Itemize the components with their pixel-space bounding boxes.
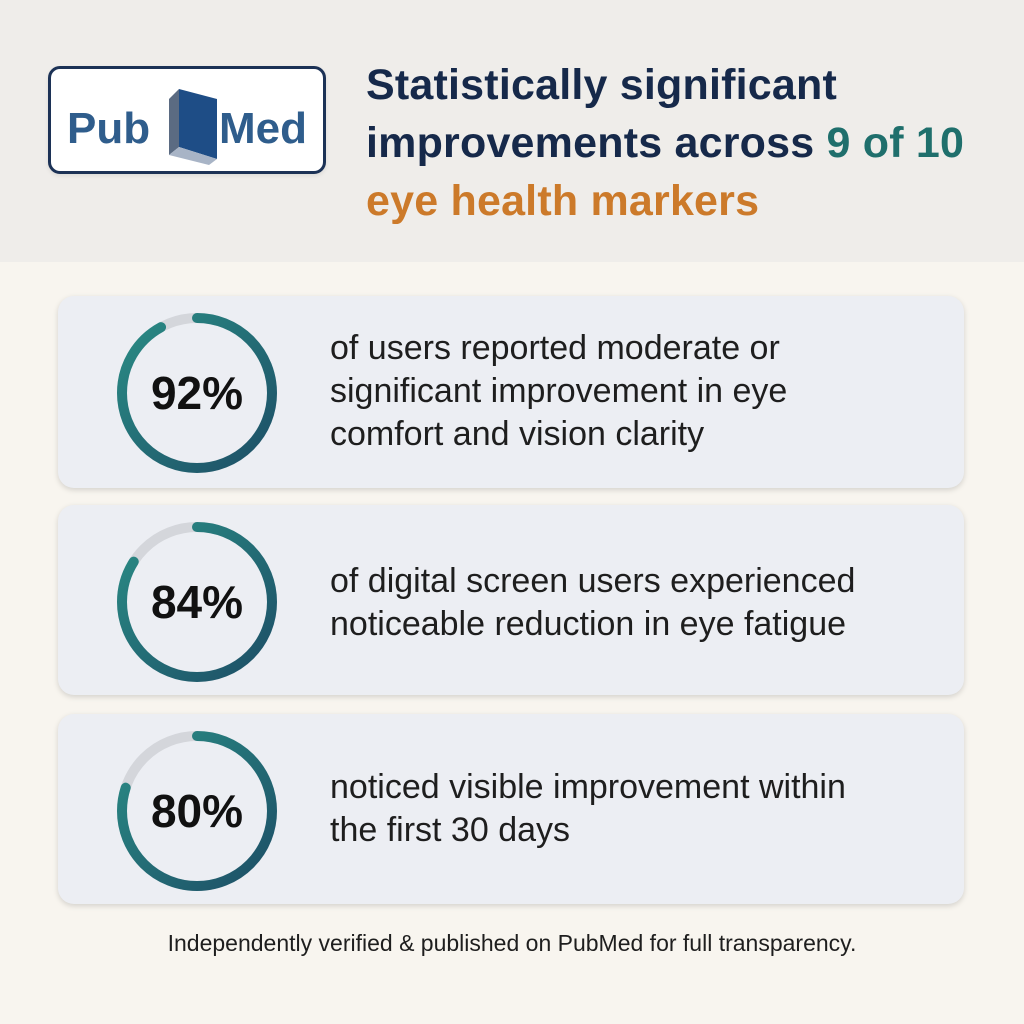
stat-description-line: of users reported moderate or (330, 329, 780, 367)
stat-percent: 84% (150, 576, 244, 628)
stat-description-line: noticed visible improvement within (330, 768, 846, 806)
progress-ring: 84% (112, 517, 282, 687)
header-band: Pub Med Statistically significant improv… (0, 0, 1024, 262)
footer-note: Independently verified & published on Pu… (167, 930, 857, 956)
stat-description-line: significant improvement in eye (330, 372, 788, 410)
stat-description-line: noticeable reduction in eye fatigue (330, 605, 847, 643)
progress-ring: 92% (112, 308, 282, 478)
ring-progress (117, 731, 277, 891)
stat-card: 80% noticed visible improvement within t… (58, 714, 964, 904)
headline-line-3: eye health markers (366, 177, 760, 225)
stat-description-line: comfort and vision clarity (330, 415, 705, 453)
headline-highlight: 9 of 10 (826, 119, 965, 167)
ring-progress (117, 522, 277, 682)
stat-description-line: of digital screen users experienced (330, 562, 856, 600)
headline: Statistically significant improvements a… (366, 56, 1006, 230)
stat-description: noticed visible improvement within the f… (330, 766, 950, 852)
stat-description: of digital screen users experienced noti… (330, 560, 950, 646)
stat-description-line: the first 30 days (330, 811, 571, 849)
pubmed-logo: Pub Med (48, 66, 326, 174)
stat-card: 92% of users reported moderate or signif… (58, 296, 964, 488)
stat-description: of users reported moderate or significan… (330, 327, 950, 456)
progress-ring: 80% (112, 726, 282, 896)
logo-text-left: Pub (67, 104, 150, 153)
stat-percent: 92% (150, 367, 244, 419)
ring-progress (117, 313, 277, 473)
stat-percent: 80% (150, 785, 244, 837)
logo-text-right: Med (219, 104, 307, 153)
book-icon (169, 89, 217, 165)
headline-line-2: improvements across 9 of 10 (366, 114, 1006, 172)
headline-line-2-prefix: improvements across (366, 119, 827, 167)
headline-line-1: Statistically significant (366, 61, 837, 109)
stat-card: 84% of digital screen users experienced … (58, 505, 964, 695)
